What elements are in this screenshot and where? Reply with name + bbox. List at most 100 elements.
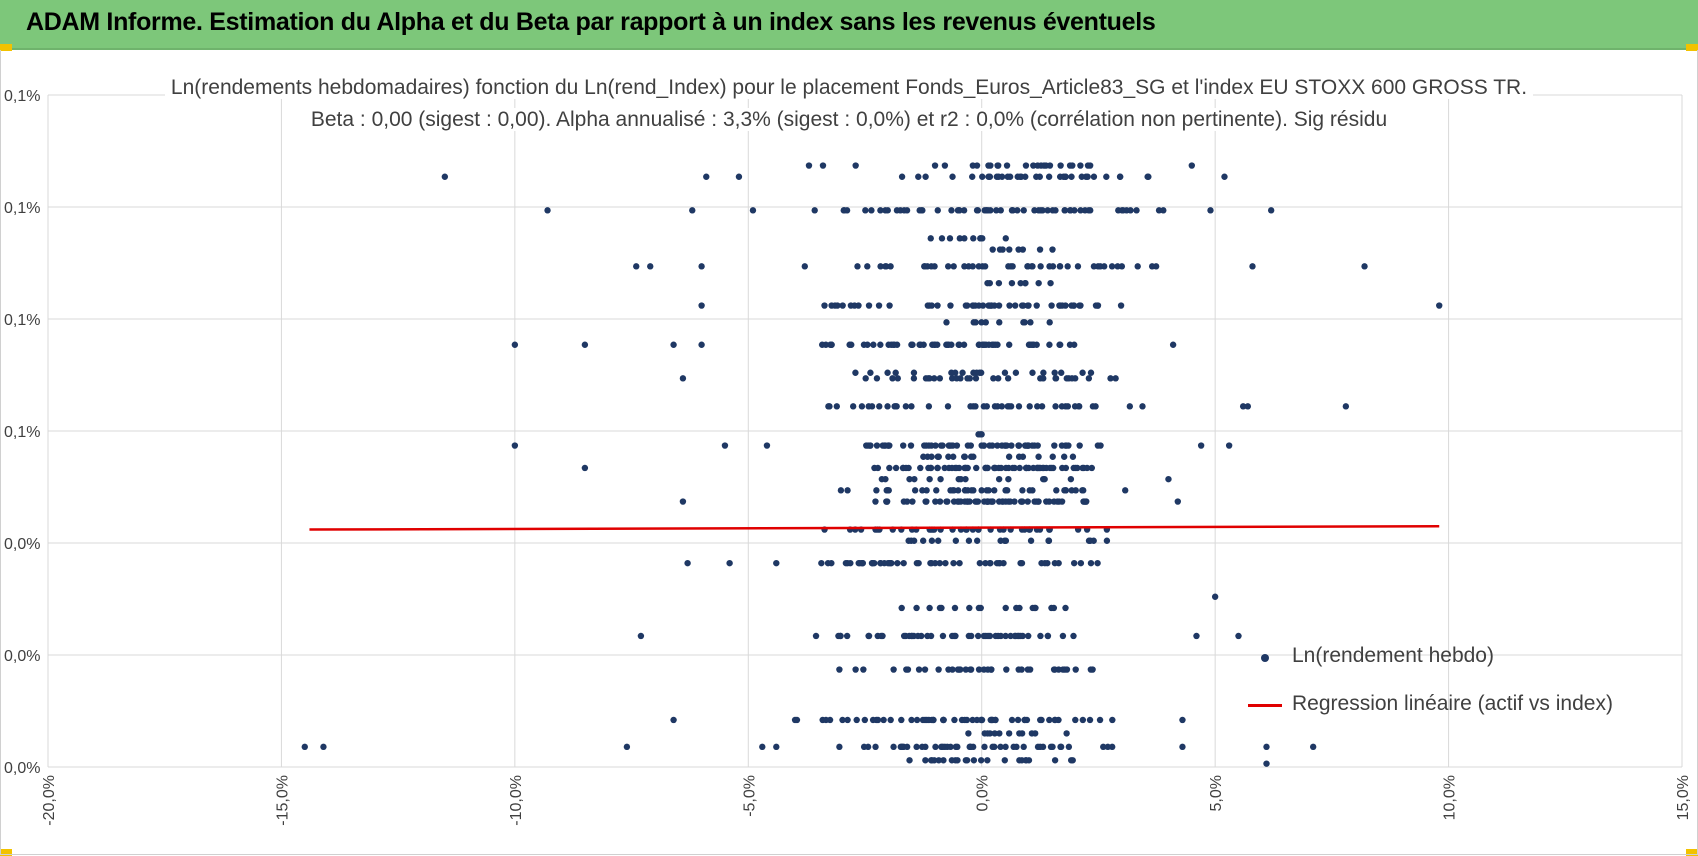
data-point (1089, 403, 1097, 410)
data-point (623, 743, 631, 751)
data-point (900, 442, 907, 449)
data-point (894, 375, 901, 382)
y-axis-tick-labels: 0,0% 0,0% 0,0% 0,1% 0,1% 0,1% 0,1% (4, 88, 40, 777)
data-point (997, 537, 1004, 544)
data-point (953, 375, 960, 382)
data-point (977, 369, 985, 376)
data-point (995, 302, 1003, 309)
data-point (1049, 207, 1056, 214)
data-point (985, 487, 992, 494)
data-point (1015, 442, 1023, 449)
data-point (1193, 632, 1200, 640)
data-point (880, 716, 887, 724)
data-point (955, 498, 962, 505)
data-point (1109, 716, 1116, 724)
data-point (1092, 302, 1100, 309)
data-point (957, 475, 965, 483)
data-point (967, 453, 975, 460)
data-point (949, 442, 957, 449)
data-point (1139, 403, 1146, 410)
data-point (862, 207, 869, 214)
data-point (979, 173, 986, 180)
legend-label-points: Ln(rendement hebdo) (1292, 644, 1494, 667)
y-tick-label: 0,0% (4, 536, 40, 553)
data-point (1085, 207, 1092, 214)
data-point (972, 375, 980, 382)
data-point (1179, 743, 1186, 751)
data-point (941, 464, 948, 472)
data-point (866, 442, 874, 449)
data-point (1019, 453, 1027, 460)
data-point (811, 207, 818, 214)
data-point (647, 263, 654, 270)
data-point (1034, 442, 1041, 449)
data-point (949, 453, 957, 460)
chart-title-text-1: Ln(rendements hebdomadaires) fonction du… (164, 76, 1534, 99)
data-point (981, 730, 988, 737)
x-tick-label: -15,0% (274, 775, 291, 826)
data-point (970, 487, 977, 494)
legend-marker-line (1248, 704, 1282, 707)
x-tick-label: 10,0% (1442, 775, 1459, 820)
data-point (909, 498, 916, 505)
data-point (1043, 498, 1050, 505)
data-point (932, 442, 939, 449)
data-point (966, 375, 974, 382)
data-point (976, 559, 984, 567)
data-point (879, 442, 886, 449)
data-point (928, 537, 936, 544)
data-point (1005, 263, 1012, 270)
data-point (917, 341, 924, 348)
data-point (1160, 207, 1167, 214)
data-point (877, 263, 884, 270)
data-point (992, 632, 999, 640)
data-point (932, 498, 939, 505)
data-point (1239, 403, 1247, 410)
data-point (919, 716, 927, 724)
data-point (942, 559, 949, 567)
data-point (972, 498, 979, 505)
data-point (1066, 162, 1074, 169)
data-point (1049, 246, 1056, 253)
data-point (1008, 279, 1016, 287)
data-point (1064, 263, 1071, 270)
data-point (997, 743, 1004, 751)
data-point (670, 716, 677, 724)
data-point (916, 207, 923, 214)
data-point (961, 235, 968, 242)
data-point (1052, 403, 1059, 410)
data-point (879, 632, 886, 640)
data-point (913, 604, 920, 612)
data-point (1022, 162, 1030, 169)
data-point (904, 666, 912, 673)
data-point (939, 632, 947, 640)
data-point (1051, 369, 1058, 376)
data-point (991, 464, 998, 472)
data-point (1030, 162, 1037, 169)
data-point (847, 302, 855, 309)
data-point (982, 559, 989, 567)
data-point (812, 632, 820, 640)
data-point (1071, 403, 1079, 410)
data-point (1072, 666, 1079, 673)
data-point (840, 207, 847, 214)
data-point (997, 632, 1005, 640)
data-point (921, 666, 929, 673)
data-point (986, 559, 994, 567)
data-point (1086, 716, 1094, 724)
data-point (1100, 743, 1107, 751)
data-point (922, 375, 930, 382)
grid-layer (47, 94, 1683, 768)
data-point (1003, 162, 1011, 169)
data-point (1070, 559, 1078, 567)
data-point (903, 207, 911, 214)
data-point (906, 757, 913, 764)
data-point (1035, 453, 1042, 460)
data-point (970, 235, 977, 242)
data-point (1014, 173, 1021, 180)
data-point (875, 302, 883, 309)
data-point (1179, 716, 1186, 724)
data-point (828, 559, 835, 567)
data-point (1244, 403, 1252, 410)
data-point (903, 743, 911, 751)
